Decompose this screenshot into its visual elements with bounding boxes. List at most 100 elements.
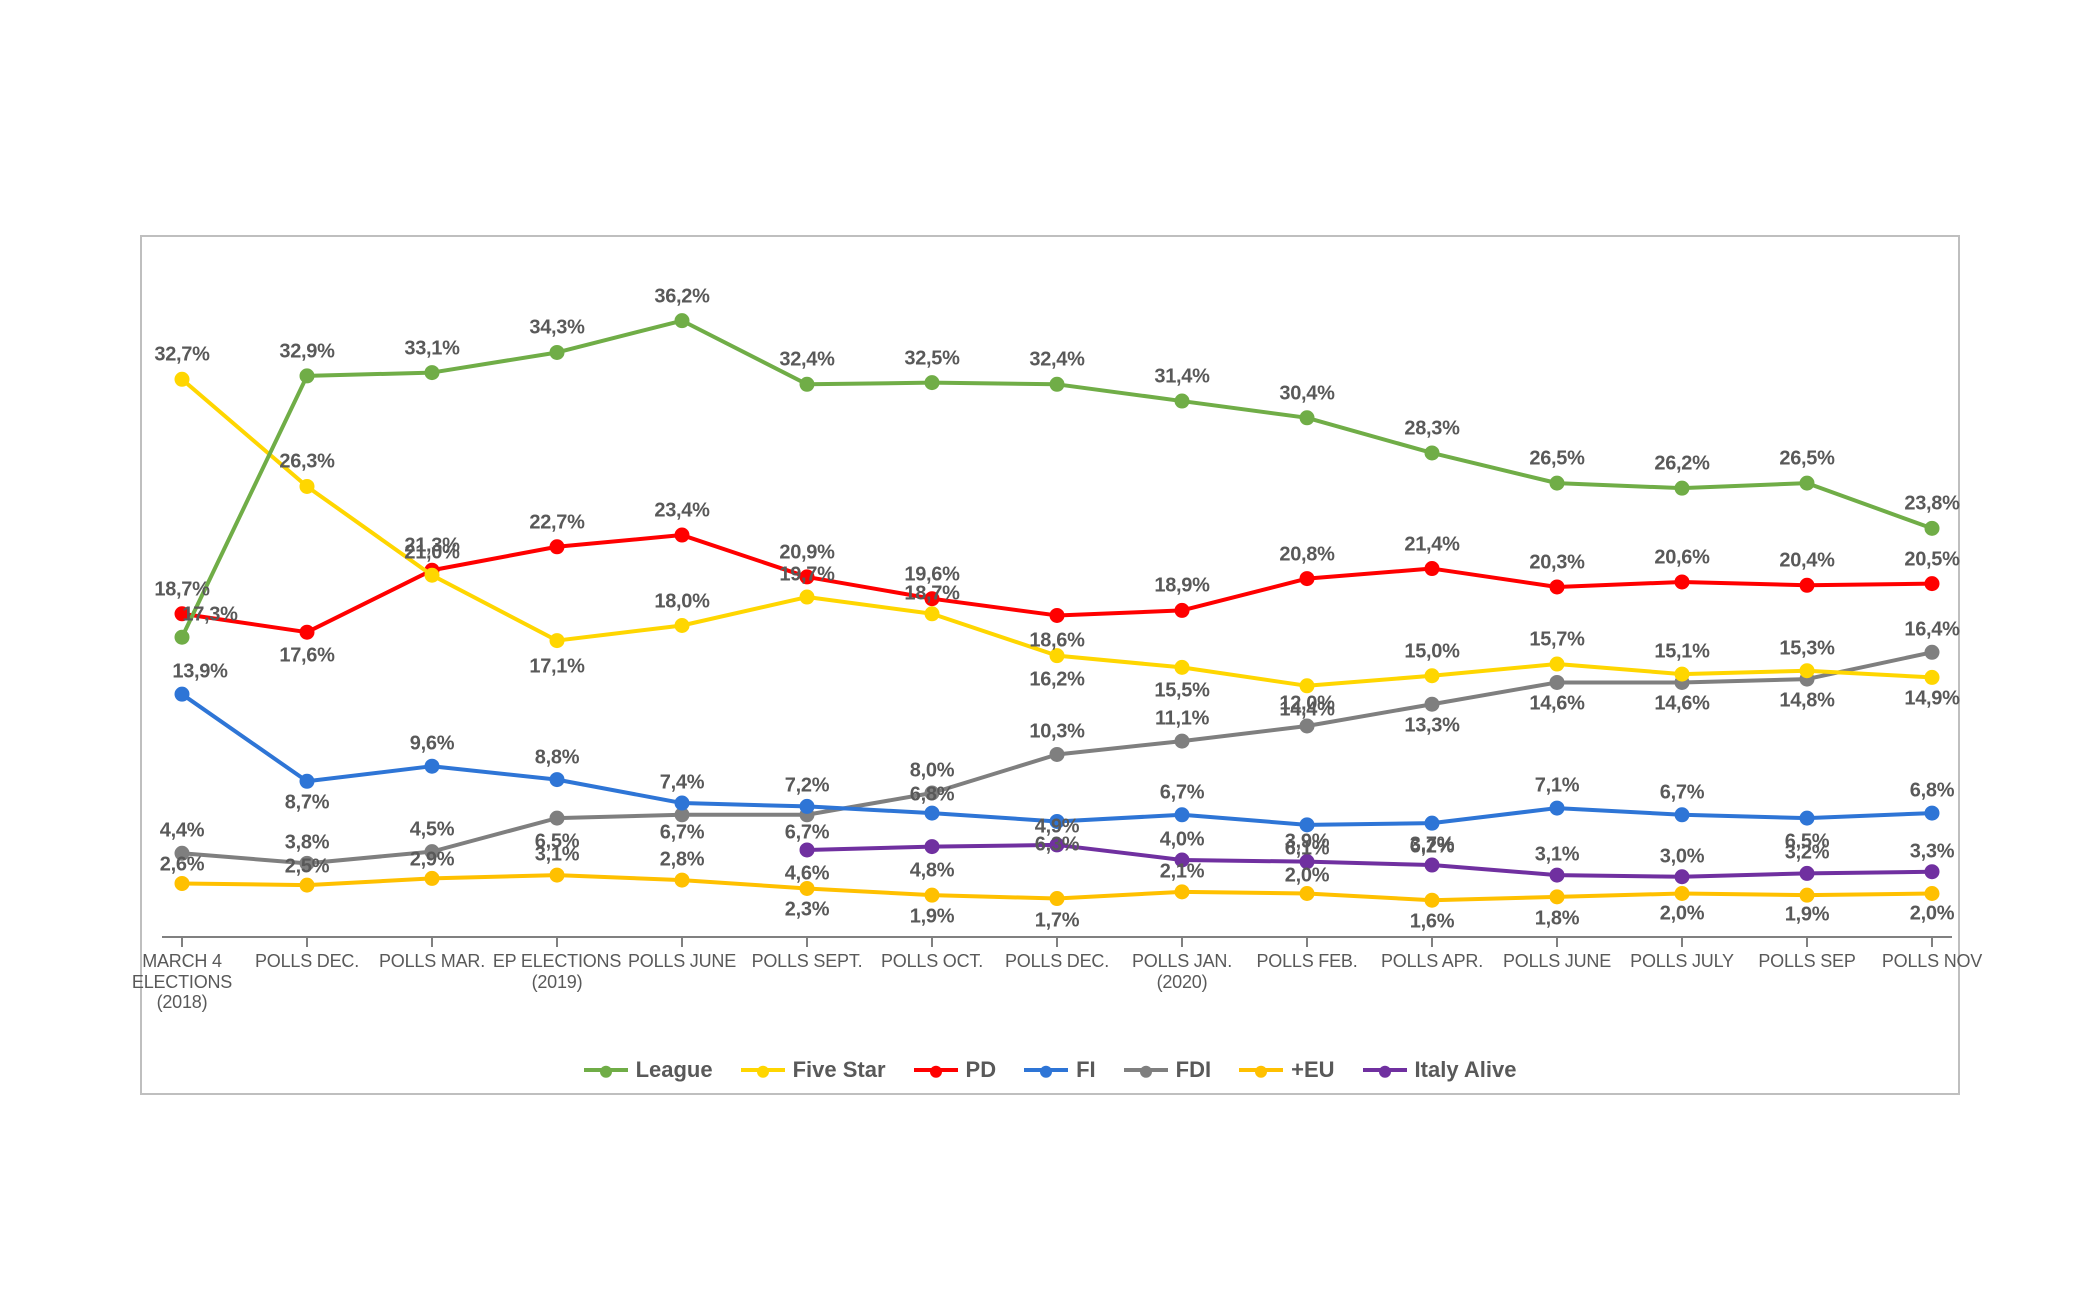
x-category-label: POLLS JUNE bbox=[1503, 951, 1611, 972]
data-label: 7,4% bbox=[660, 772, 704, 795]
data-label: 16,2% bbox=[1029, 668, 1084, 691]
data-label: 6,5% bbox=[535, 831, 579, 854]
data-label: 9,6% bbox=[410, 733, 454, 756]
series-marker-five_star bbox=[925, 607, 939, 621]
data-label: 6,3% bbox=[1035, 834, 1079, 857]
series-marker-five_star bbox=[300, 479, 314, 493]
series-marker-pd bbox=[675, 528, 689, 542]
legend-swatch bbox=[584, 1068, 628, 1072]
x-category-label: POLLS DEC. bbox=[255, 951, 359, 972]
data-label: 4,0% bbox=[1160, 829, 1204, 852]
data-label: 26,5% bbox=[1779, 448, 1834, 471]
data-label: 2,9% bbox=[410, 849, 454, 872]
data-label: 20,6% bbox=[1654, 546, 1709, 569]
series-marker-league bbox=[1675, 481, 1689, 495]
data-label: 15,0% bbox=[1404, 640, 1459, 663]
legend-item-fdi: FDI bbox=[1124, 1057, 1211, 1083]
series-marker-fi bbox=[300, 774, 314, 788]
data-label: 14,6% bbox=[1654, 693, 1709, 716]
data-label: 14,9% bbox=[1904, 688, 1959, 711]
series-marker-italy_alive bbox=[1800, 866, 1814, 880]
series-marker-league bbox=[1175, 394, 1189, 408]
series-marker-league bbox=[175, 630, 189, 644]
legend-item-plus_eu: +EU bbox=[1239, 1057, 1334, 1083]
series-marker-plus_eu bbox=[1925, 887, 1939, 901]
data-label: 31,4% bbox=[1154, 366, 1209, 389]
series-marker-fi bbox=[550, 773, 564, 787]
series-marker-fdi bbox=[1050, 747, 1064, 761]
data-label: 6,7% bbox=[1660, 781, 1704, 804]
series-marker-italy_alive bbox=[1675, 870, 1689, 884]
series-marker-five_star bbox=[1175, 660, 1189, 674]
data-label: 6,8% bbox=[1910, 780, 1954, 803]
data-label: 4,5% bbox=[410, 818, 454, 841]
data-label: 1,6% bbox=[1410, 911, 1454, 934]
data-label: 6,5% bbox=[1785, 831, 1829, 854]
series-marker-plus_eu bbox=[1800, 888, 1814, 902]
series-marker-five_star bbox=[550, 634, 564, 648]
x-category-label: POLLS OCT. bbox=[881, 951, 983, 972]
series-marker-fi bbox=[1925, 806, 1939, 820]
legend-label: Five Star bbox=[793, 1057, 886, 1083]
x-category-label: POLLS MAR. bbox=[379, 951, 485, 972]
series-marker-italy_alive bbox=[800, 843, 814, 857]
legend-swatch bbox=[1363, 1068, 1407, 1072]
series-marker-five_star bbox=[1925, 670, 1939, 684]
series-marker-italy_alive bbox=[1925, 865, 1939, 879]
data-label: 2,5% bbox=[285, 856, 329, 879]
data-label: 7,1% bbox=[1535, 775, 1579, 798]
data-label: 20,5% bbox=[1904, 548, 1959, 571]
data-label: 19,7% bbox=[779, 564, 834, 587]
series-marker-five_star bbox=[1550, 657, 1564, 671]
data-label: 20,3% bbox=[1529, 551, 1584, 574]
series-marker-league bbox=[1050, 377, 1064, 391]
legend-item-pd: PD bbox=[914, 1057, 997, 1083]
data-label: 8,0% bbox=[910, 760, 954, 783]
data-label: 32,4% bbox=[1029, 349, 1084, 372]
data-label: 4,4% bbox=[160, 820, 204, 843]
data-label: 20,4% bbox=[1779, 550, 1834, 573]
series-marker-fdi bbox=[1550, 675, 1564, 689]
data-label: 26,2% bbox=[1654, 453, 1709, 476]
series-marker-italy_alive bbox=[925, 840, 939, 854]
series-marker-pd bbox=[1925, 577, 1939, 591]
series-marker-league bbox=[800, 377, 814, 391]
data-label: 36,2% bbox=[654, 285, 709, 308]
series-marker-league bbox=[1425, 446, 1439, 460]
data-label: 2,3% bbox=[785, 899, 829, 922]
data-label: 28,3% bbox=[1404, 417, 1459, 440]
data-label: 1,9% bbox=[1785, 904, 1829, 927]
x-category-label: POLLS JULY bbox=[1630, 951, 1734, 972]
legend-swatch bbox=[1024, 1068, 1068, 1072]
series-marker-italy_alive bbox=[1425, 858, 1439, 872]
series-marker-pd bbox=[1800, 578, 1814, 592]
series-marker-five_star bbox=[1425, 669, 1439, 683]
series-marker-league bbox=[425, 366, 439, 380]
legend-swatch bbox=[741, 1068, 785, 1072]
series-marker-five_star bbox=[1800, 664, 1814, 678]
series-marker-pd bbox=[1675, 575, 1689, 589]
x-category-label: POLLS JAN. (2020) bbox=[1132, 951, 1232, 992]
data-label: 3,1% bbox=[1535, 844, 1579, 867]
x-category-label: EP ELECTIONS (2019) bbox=[493, 951, 621, 992]
series-marker-league bbox=[1550, 476, 1564, 490]
data-label: 10,3% bbox=[1029, 721, 1084, 744]
data-label: 17,6% bbox=[279, 645, 334, 668]
data-label: 11,1% bbox=[1155, 708, 1209, 731]
series-marker-league bbox=[1300, 411, 1314, 425]
legend-label: Italy Alive bbox=[1415, 1057, 1517, 1083]
series-marker-five_star bbox=[675, 619, 689, 633]
data-label: 13,9% bbox=[172, 661, 227, 684]
data-label: 33,1% bbox=[404, 337, 459, 360]
series-marker-fi bbox=[1550, 801, 1564, 815]
data-label: 23,8% bbox=[1904, 493, 1959, 516]
data-label: 18,6% bbox=[1029, 630, 1084, 653]
legend-swatch bbox=[1124, 1068, 1168, 1072]
series-marker-league bbox=[675, 314, 689, 328]
legend: LeagueFive StarPDFIFDI+EUItaly Alive bbox=[142, 1052, 1958, 1083]
x-category-label: POLLS FEB. bbox=[1256, 951, 1357, 972]
data-label: 3,0% bbox=[1660, 845, 1704, 868]
series-marker-plus_eu bbox=[425, 871, 439, 885]
data-label: 1,9% bbox=[910, 906, 954, 929]
legend-item-italy_alive: Italy Alive bbox=[1363, 1057, 1517, 1083]
